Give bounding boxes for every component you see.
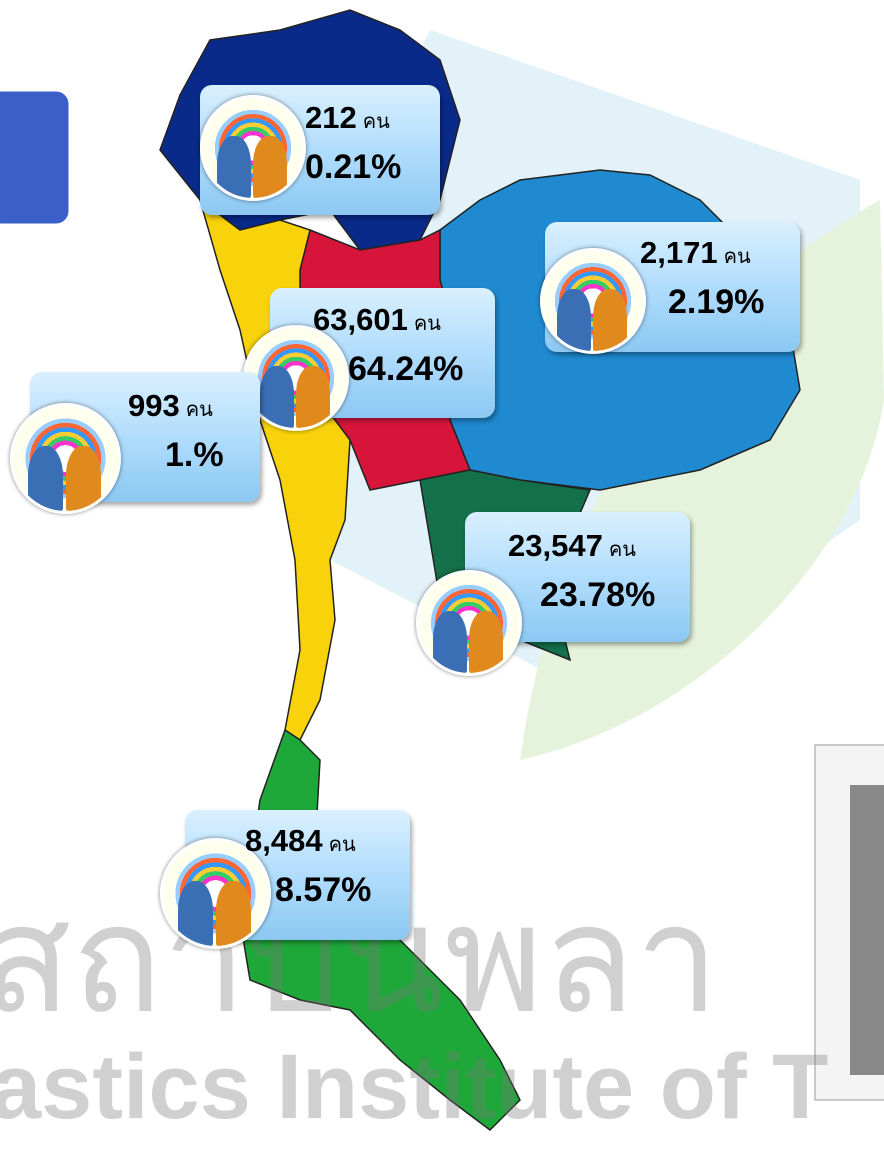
worker-icon xyxy=(540,248,646,354)
worker-count: 8,484 xyxy=(245,823,323,858)
worker-icon xyxy=(200,95,306,201)
title-box xyxy=(0,90,70,225)
unit: คน xyxy=(724,246,751,268)
worker xyxy=(178,881,214,946)
worker xyxy=(593,289,627,351)
worker xyxy=(66,446,102,511)
watermark-english: astics Institute of T xyxy=(0,1035,828,1140)
worker-count: 993 xyxy=(128,388,180,423)
count-line: 8,484 คน xyxy=(245,823,356,860)
worker xyxy=(28,446,64,511)
worker xyxy=(296,366,330,428)
worker-count: 2,171 xyxy=(640,235,718,270)
worker-count: 63,601 xyxy=(313,302,408,337)
worker-percent: 8.57% xyxy=(275,871,371,910)
worker-percent: 23.78% xyxy=(540,576,655,615)
worker xyxy=(253,136,287,198)
unit: คน xyxy=(609,539,636,561)
worker-count: 23,547 xyxy=(508,528,603,563)
count-line: 63,601 คน xyxy=(313,302,441,339)
worker-percent: 1.% xyxy=(165,436,224,475)
worker xyxy=(260,366,294,428)
worker-icon xyxy=(416,570,522,676)
unit: คน xyxy=(363,111,390,133)
count-line: 212 คน xyxy=(305,100,390,137)
unit: คน xyxy=(414,313,441,335)
worker xyxy=(557,289,591,351)
worker xyxy=(469,611,503,673)
worker-percent: 0.21% xyxy=(305,148,401,187)
count-line: 993 คน xyxy=(128,388,213,425)
worker xyxy=(217,136,251,198)
count-line: 23,547 คน xyxy=(508,528,636,565)
unit: คน xyxy=(329,834,356,856)
worker-count: 212 xyxy=(305,100,357,135)
worker xyxy=(433,611,467,673)
infographic: สถาบันพลา astics Institute of T 212คน0.2… xyxy=(0,0,884,1155)
unit: คน xyxy=(186,399,213,421)
worker-percent: 64.24% xyxy=(348,350,463,389)
worker-icon xyxy=(10,403,121,514)
worker xyxy=(216,881,252,946)
count-line: 2,171 คน xyxy=(640,235,751,272)
worker-percent: 2.19% xyxy=(668,283,764,322)
photo xyxy=(850,785,884,1075)
